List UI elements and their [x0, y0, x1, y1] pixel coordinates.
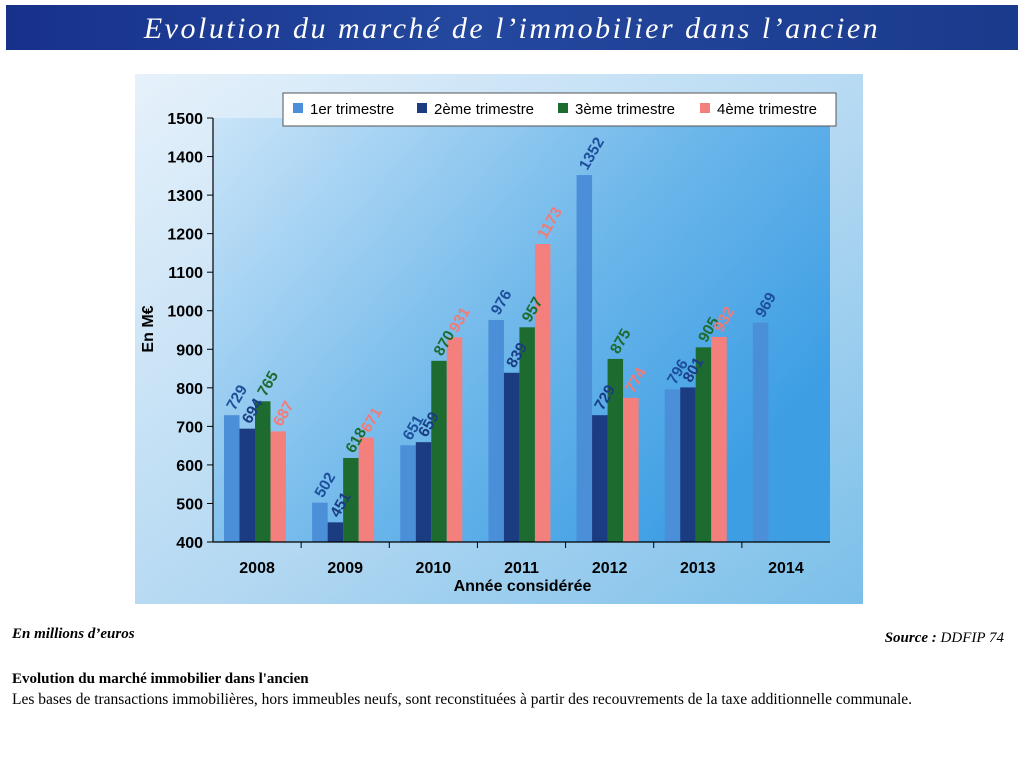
x-tick-label-2014: 2014	[768, 560, 804, 577]
y-tick-label: 1500	[167, 111, 203, 128]
x-tick-label-2012: 2012	[592, 560, 628, 577]
y-tick-label: 600	[176, 458, 203, 475]
units-note: En millions d’euros	[12, 626, 135, 642]
y-tick-label: 500	[176, 496, 203, 513]
x-tick-label-2008: 2008	[239, 560, 275, 577]
legend-label-series-1: 1er trimestre	[310, 101, 394, 118]
y-tick-label: 1100	[168, 265, 203, 282]
section-title: Evolution du marché immobilier dans l'an…	[12, 671, 309, 687]
page-banner-title: Evolution du marché de l’immobilier dans…	[6, 5, 1018, 50]
bar-chart: 729 694 765 687 502 451 618 671 651 659 870 931 976 8…	[135, 74, 863, 604]
bar-2012-series-2	[592, 415, 608, 542]
legend-label-series-4: 4ème trimestre	[717, 101, 817, 118]
bar-2012-series-1	[576, 175, 593, 542]
legend-label-series-2: 2ème trimestre	[434, 101, 534, 118]
source-value: DDFIP 74	[940, 630, 1004, 646]
bar-2011-series-3	[519, 327, 535, 542]
bar-2013-series-3	[695, 347, 712, 542]
bar-2011-series-4	[534, 244, 551, 542]
legend-swatch-series-1	[293, 103, 303, 113]
y-tick-label: 1400	[167, 150, 203, 167]
bar-2009-series-3	[343, 457, 359, 542]
source-note: Source : DDFIP 74	[885, 630, 1004, 647]
y-tick-label: 400	[176, 535, 203, 552]
bar-2013-series-1	[664, 389, 681, 542]
y-tick-label: 900	[176, 342, 203, 359]
bar-2008-series-4	[270, 431, 286, 542]
y-tick-label: 700	[176, 419, 203, 436]
y-tick-label: 1000	[167, 304, 203, 321]
legend-swatch-series-3	[558, 103, 568, 113]
x-tick-label-2013: 2013	[680, 560, 716, 577]
bar-2012-series-4	[623, 397, 639, 542]
bar-2013-series-4	[711, 336, 727, 542]
section-text: Les bases de transactions immobilières, …	[12, 691, 913, 708]
bar-2008-series-3	[255, 401, 271, 542]
y-axis-title: En M€	[140, 305, 157, 352]
legend-swatch-series-2	[417, 103, 427, 113]
source-label: Source :	[884, 630, 937, 646]
y-tick-label: 1300	[167, 188, 203, 205]
y-tick-label: 800	[176, 381, 203, 398]
bar-2011-series-2	[503, 372, 520, 542]
legend-label-series-3: 3ème trimestre	[575, 101, 675, 118]
bar-2010-series-1	[400, 445, 416, 542]
legend-swatch-series-4	[700, 103, 710, 113]
x-tick-label-2009: 2009	[327, 560, 363, 577]
x-tick-label-2011: 2011	[504, 560, 539, 577]
bar-2010-series-3	[431, 360, 447, 542]
bar-2012-series-3	[607, 358, 624, 542]
bar-2010-series-4	[446, 337, 463, 542]
bar-2009-series-2	[327, 522, 344, 542]
bar-2011-series-1	[488, 319, 504, 542]
bar-2013-series-2	[680, 387, 696, 542]
bar-2008-series-2	[239, 428, 255, 542]
x-axis-title: Année considérée	[454, 578, 592, 595]
bar-2009-series-1	[312, 502, 328, 542]
bar-2010-series-2	[415, 442, 432, 542]
bar-2014-series-1	[752, 322, 769, 542]
bar-2008-series-1	[224, 415, 240, 542]
y-tick-label: 1200	[167, 227, 203, 244]
x-tick-label-2010: 2010	[416, 560, 452, 577]
bar-2009-series-4	[358, 437, 375, 542]
